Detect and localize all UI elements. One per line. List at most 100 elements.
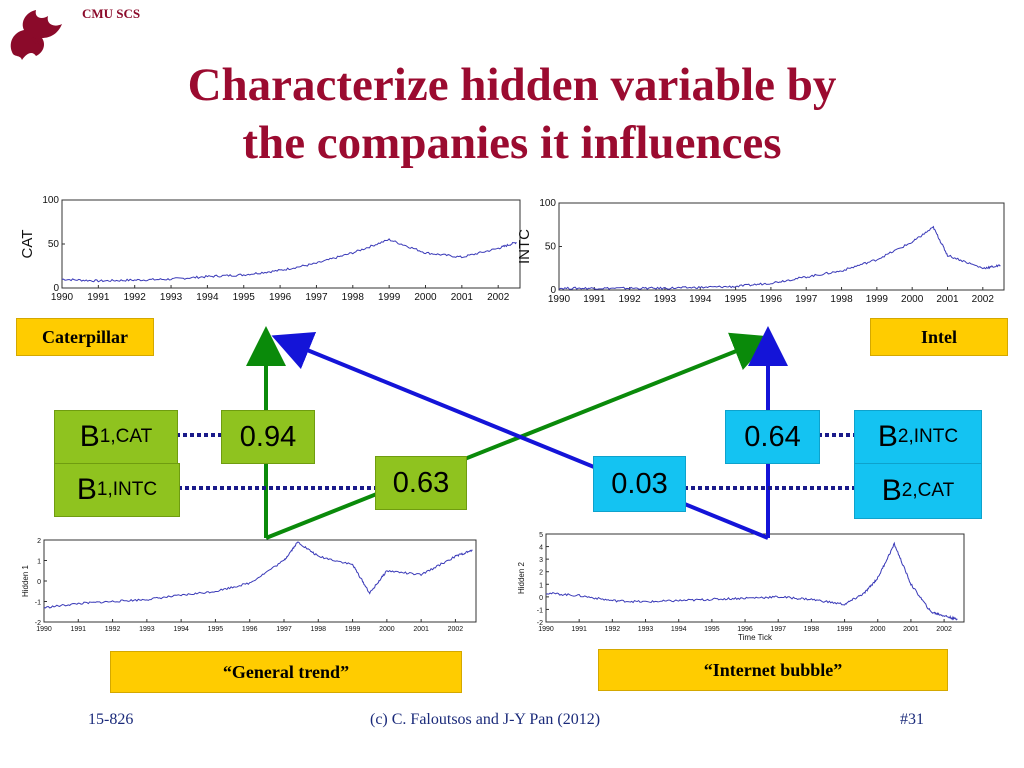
y-axis-label: INTC — [517, 229, 533, 264]
x-tick-label: 1997 — [770, 626, 786, 633]
b2-intc-base: B — [877, 420, 898, 453]
x-tick-label: 1994 — [671, 626, 687, 633]
b1-intc-sub: 1,INTC — [96, 479, 158, 500]
green-arrow-to-intel — [265, 332, 773, 540]
x-tick-label: 1994 — [196, 292, 219, 303]
blue-arrow-to-caterpillar — [271, 332, 769, 540]
x-tick-label: 2000 — [379, 626, 395, 633]
x-tick-label: 1993 — [139, 626, 155, 633]
y-axis-label: Hidden 1 — [22, 564, 30, 597]
title-line-1: Characterize hidden variable by — [187, 59, 837, 111]
x-tick-label: 1990 — [538, 626, 554, 633]
value-003-box: 0.03 — [593, 456, 686, 512]
y-tick-label: 0 — [53, 283, 59, 294]
x-tick-label: 1995 — [208, 626, 224, 633]
y-tick-label: 2 — [539, 570, 543, 577]
x-tick-label: 1995 — [233, 292, 256, 303]
x-tick-label: 1992 — [124, 292, 147, 303]
x-tick-label: 1990 — [36, 626, 52, 633]
cat-chart: 0 50 100 1990 1991 1992 1993 1994 1995 1996 1997 19… — [20, 195, 521, 303]
slide-title: Characterize hidden variable by the comp… — [0, 56, 1024, 172]
caterpillar-label: Caterpillar — [16, 318, 154, 356]
y-tick-label: -1 — [537, 607, 543, 614]
y-tick-label: 100 — [42, 195, 59, 206]
x-tick-label: 1994 — [689, 294, 712, 305]
plot-frame — [545, 533, 965, 623]
b1-cat-base: B — [79, 420, 100, 453]
value-094-box: 0.94 — [221, 410, 315, 464]
intel-label: Intel — [870, 318, 1008, 356]
x-tick-label: 1994 — [173, 626, 189, 633]
x-tick-label: 1997 — [795, 294, 818, 305]
y-tick-label: 2 — [37, 538, 41, 545]
x-tick-label: 1991 — [87, 292, 110, 303]
b1-cat-sub: 1,CAT — [99, 426, 153, 447]
x-tick-label: 1998 — [310, 626, 326, 633]
b2-cat-base: B — [881, 474, 902, 507]
x-tick-label: 1991 — [571, 626, 587, 633]
x-tick-label: 1995 — [724, 294, 747, 305]
x-tick-label: 1998 — [830, 294, 853, 305]
x-tick-label: 2002 — [487, 292, 510, 303]
series-line — [61, 238, 517, 283]
x-tick-label: 2000 — [901, 294, 924, 305]
b1-intc-base: B — [76, 473, 97, 506]
value-063-box: 0.63 — [375, 456, 467, 510]
griffin-logo-icon — [10, 10, 62, 60]
footer-slide-number: #31 — [900, 711, 924, 728]
title-line-2: the companies it influences — [242, 117, 782, 169]
b1-intc-box: B 1,INTC — [54, 463, 180, 517]
value-064-box: 0.64 — [725, 410, 820, 464]
y-tick-label: -2 — [35, 620, 41, 627]
x-tick-label: 1997 — [276, 626, 292, 633]
x-tick-label: 1991 — [70, 626, 86, 633]
series-line — [43, 541, 473, 609]
x-tick-label: 1992 — [105, 626, 121, 633]
x-tick-label: 1999 — [345, 626, 361, 633]
general-trend-label: “General trend” — [110, 651, 462, 693]
b2-intc-sub: 2,INTC — [897, 426, 959, 447]
x-tick-label: 1993 — [654, 294, 677, 305]
x-tick-label: 2001 — [936, 294, 959, 305]
x-tick-label: 1996 — [760, 294, 783, 305]
x-tick-label: 1992 — [605, 626, 621, 633]
series-line — [558, 225, 1001, 290]
b2-cat-box: B 2,CAT — [854, 463, 982, 519]
x-tick-label: 1990 — [548, 294, 571, 305]
x-tick-label: 1999 — [378, 292, 401, 303]
x-tick-label: 1996 — [269, 292, 292, 303]
y-tick-label: 50 — [545, 242, 557, 253]
y-tick-label: 0 — [37, 579, 41, 586]
b1-cat-box: B 1,CAT — [54, 410, 178, 464]
x-tick-label: 1999 — [837, 626, 853, 633]
x-axis-label: Time Tick — [738, 633, 773, 641]
plot-frame — [43, 539, 477, 623]
intc-chart: 0 50 100 1990 1991 1992 1993 1994 1995 1996 1997 19… — [517, 198, 1005, 305]
hidden1-chart: -2 -1 0 1 2 1990 1991 1992 1993 1994 1995 1996 1997 1… — [22, 538, 477, 633]
x-tick-label: 2001 — [903, 626, 919, 633]
series-line — [545, 541, 958, 621]
x-tick-label: 1993 — [160, 292, 183, 303]
y-tick-label: 0 — [539, 595, 543, 602]
x-tick-label: 1996 — [737, 626, 753, 633]
x-tick-label: 2002 — [972, 294, 995, 305]
y-axis-label: Hidden 2 — [518, 561, 526, 594]
footer-copyright: (c) C. Faloutsos and J-Y Pan (2012) — [370, 711, 601, 728]
x-tick-label: 1995 — [704, 626, 720, 633]
x-tick-label: 1996 — [242, 626, 258, 633]
plot-frame — [61, 199, 521, 289]
x-tick-label: 2001 — [413, 626, 429, 633]
x-tick-label: 1997 — [305, 292, 328, 303]
x-tick-label: 2001 — [451, 292, 474, 303]
header-label: CMU SCS — [82, 6, 141, 21]
y-tick-label: -2 — [537, 620, 543, 627]
y-tick-label: 3 — [539, 557, 543, 564]
y-tick-label: 1 — [539, 582, 543, 589]
x-tick-label: 2002 — [936, 626, 952, 633]
plot-frame — [558, 202, 1005, 291]
b2-intc-box: B 2,INTC — [854, 410, 982, 464]
x-tick-label: 1998 — [804, 626, 820, 633]
hidden2-chart: -2 -1 0 1 2 3 4 5 1990 1991 1992 1993 1994 1995 1996 19… — [518, 532, 965, 641]
x-tick-label: 1990 — [51, 292, 74, 303]
x-tick-label: 1993 — [638, 626, 654, 633]
